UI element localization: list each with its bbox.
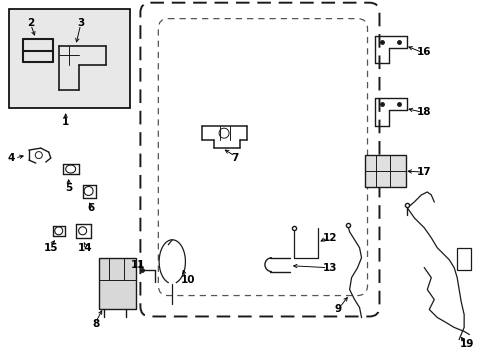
Bar	[364, 155, 406, 187]
Text: 15: 15	[43, 243, 58, 253]
Text: 17: 17	[416, 167, 431, 177]
Text: 12: 12	[322, 233, 336, 243]
Text: 9: 9	[333, 305, 341, 315]
Bar	[99, 258, 136, 310]
Text: 16: 16	[416, 48, 431, 58]
Text: 11: 11	[131, 260, 145, 270]
Text: 7: 7	[231, 153, 238, 163]
Bar	[456, 248, 470, 270]
Text: 6: 6	[87, 203, 94, 213]
Text: 14: 14	[78, 243, 93, 253]
Text: 18: 18	[416, 107, 431, 117]
Text: 5: 5	[65, 183, 72, 193]
Text: 4: 4	[7, 153, 15, 163]
FancyBboxPatch shape	[140, 3, 379, 316]
Text: 8: 8	[92, 319, 99, 329]
Text: 10: 10	[181, 275, 195, 285]
Text: 3: 3	[77, 18, 84, 28]
Text: 13: 13	[322, 263, 336, 273]
Bar	[9, 9, 130, 108]
Text: 1: 1	[62, 117, 69, 127]
Text: 2: 2	[27, 18, 34, 28]
Text: 19: 19	[459, 339, 473, 349]
